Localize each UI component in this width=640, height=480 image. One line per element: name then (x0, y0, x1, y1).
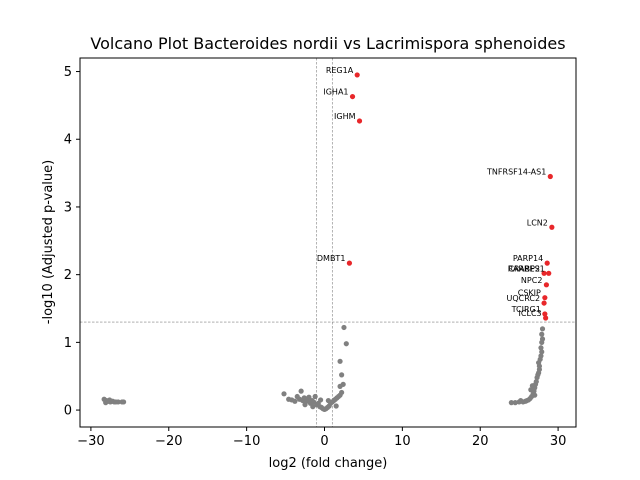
point-label: TNFRSF14-AS1 (486, 167, 546, 176)
data-point-significant (356, 118, 363, 124)
data-point-nonsignificant (340, 381, 346, 387)
point-label: CSKIP (518, 289, 541, 298)
data-point-nonsignificant (528, 387, 534, 393)
data-point-significant (546, 270, 552, 276)
point-label: NPC2 (521, 276, 542, 285)
data-point-nonsignificant (310, 404, 316, 410)
plot-frame (79, 57, 577, 428)
data-point-nonsignificant (539, 336, 546, 342)
point-label: TCIRG1 (511, 305, 541, 314)
data-point-nonsignificant (341, 324, 347, 331)
chart-title: Volcano Plot Bacteroides nordii vs Lacri… (90, 34, 565, 53)
data-point-nonsignificant (325, 397, 331, 404)
data-point-significant (549, 224, 555, 230)
y-tick-label: 0 (64, 404, 72, 419)
data-point-significant (354, 72, 360, 78)
data-point-nonsignificant (115, 399, 121, 405)
x-tick-label: −30 (77, 434, 104, 449)
point-label: IGHM (334, 112, 356, 121)
data-point-significant (349, 93, 356, 100)
data-point-nonsignificant (339, 389, 345, 396)
data-point-nonsignificant (337, 358, 343, 364)
data-point-nonsignificant (103, 400, 109, 406)
y-tick-label: 3 (64, 200, 72, 215)
data-point-nonsignificant (539, 349, 545, 355)
data-point-nonsignificant (532, 392, 538, 398)
data-point-nonsignificant (343, 341, 349, 347)
data-point-nonsignificant (333, 403, 339, 409)
point-label: LCN2 (527, 218, 548, 227)
data-point-nonsignificant (292, 398, 298, 404)
point-label: REG1A (326, 66, 354, 75)
data-point-significant (544, 260, 550, 266)
point-label: DMBT1 (317, 254, 346, 263)
data-point-significant (541, 270, 547, 276)
y-tick-label: 4 (64, 133, 72, 148)
point-label: ICLC3 (519, 309, 542, 318)
point-label: UQCRC2 (506, 294, 540, 303)
point-label: CRABP2 (508, 264, 540, 273)
data-point-nonsignificant (533, 379, 539, 385)
data-point-nonsignificant (538, 353, 544, 359)
x-axis-title: log2 (fold change) (269, 456, 388, 471)
data-point-significant (541, 300, 547, 306)
y-tick-label: 2 (64, 268, 72, 283)
data-point-nonsignificant (121, 399, 127, 405)
y-tick-label: 1 (64, 336, 72, 351)
x-tick-label: 0 (320, 434, 328, 449)
data-point-nonsignificant (539, 326, 546, 332)
x-tick-label: −10 (233, 434, 260, 449)
y-axis-title: -log10 (Adjusted p-value) (41, 160, 56, 324)
data-point-nonsignificant (539, 331, 545, 337)
x-tick-label: −20 (155, 434, 182, 449)
data-point-nonsignificant (106, 397, 113, 403)
data-point-significant (346, 260, 353, 266)
x-tick-label: 10 (394, 434, 411, 449)
plot-area: REG1A IGHA1 IGHM TNFRSF14-AS1 LCN2 DMBT1 PARP1… (64, 57, 577, 449)
data-point-significant (542, 311, 548, 317)
data-point-nonsignificant (298, 388, 304, 394)
data-point-significant (542, 295, 548, 301)
x-tick-label: 20 (472, 434, 489, 449)
point-label: RARRES1 (508, 264, 545, 273)
data-point-nonsignificant (538, 345, 544, 351)
data-point-nonsignificant (508, 400, 514, 406)
data-point-nonsignificant (312, 393, 318, 400)
data-point-nonsignificant (318, 397, 324, 403)
data-point-significant (543, 282, 550, 288)
y-tick-label: 5 (64, 65, 72, 80)
data-point-nonsignificant (339, 372, 345, 378)
data-point-nonsignificant (518, 397, 524, 404)
point-label: PARP14 (513, 254, 543, 263)
x-tick-label: 30 (550, 434, 567, 449)
data-point-nonsignificant (281, 391, 287, 397)
data-point-significant (543, 315, 549, 321)
data-point-nonsignificant (529, 383, 535, 389)
data-point-nonsignificant (512, 400, 518, 406)
point-label: IGHA1 (323, 88, 348, 97)
data-point-nonsignificant (302, 402, 308, 408)
data-point-nonsignificant (306, 394, 312, 400)
data-point-significant (547, 173, 553, 180)
